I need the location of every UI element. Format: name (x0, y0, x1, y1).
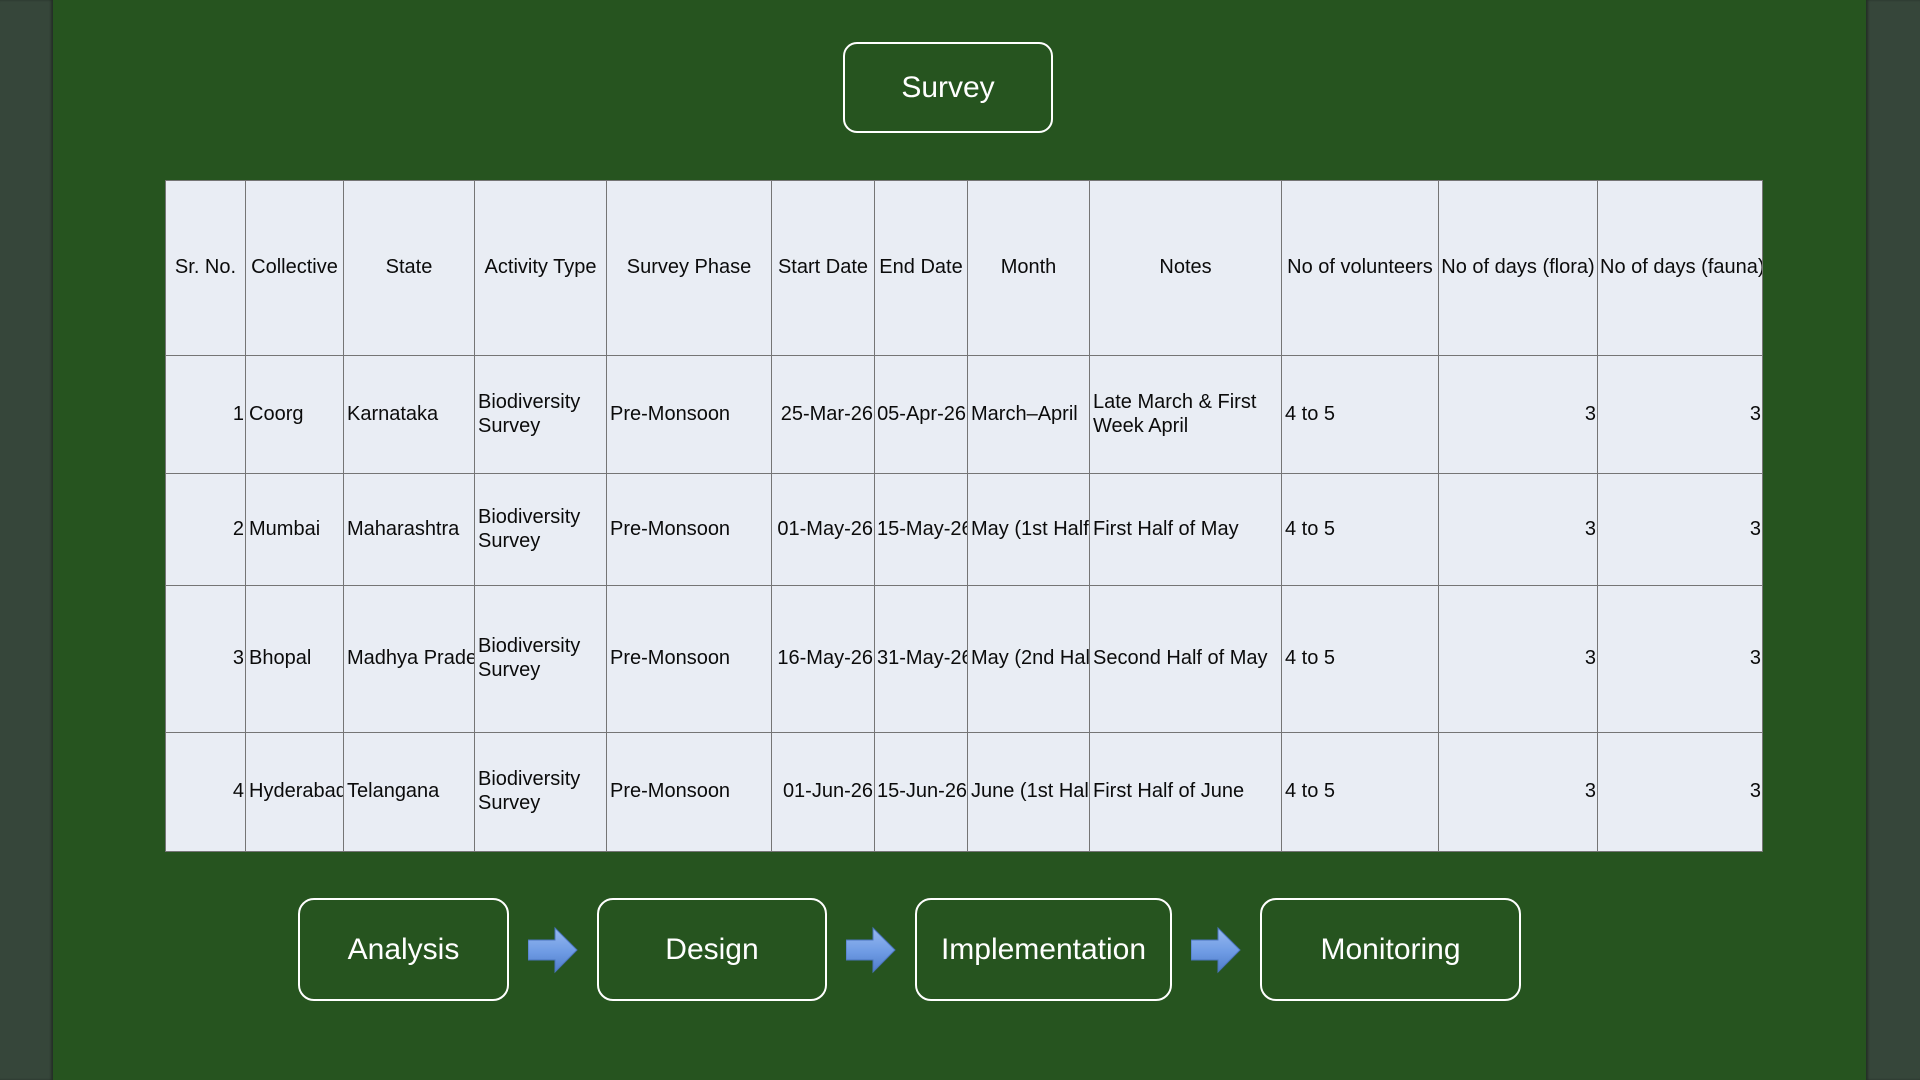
cell-start-date: 25-Mar-26 (771, 355, 875, 474)
cell-survey-phase: Pre-Monsoon (606, 355, 772, 474)
right-arrow-icon (528, 926, 578, 973)
cell-month: June (1st Half) (967, 732, 1090, 852)
column-header-days-flora: No of days (flora) (1438, 180, 1598, 356)
screen-edge-right (1866, 0, 1920, 1080)
cell-state: Telangana (343, 732, 475, 852)
flow-step-label: Monitoring (1320, 932, 1461, 966)
cell-activity-type: Biodiversity Survey (474, 585, 607, 733)
cell-survey-phase: Pre-Monsoon (606, 473, 772, 586)
cell-state: Madhya Pradesh (343, 585, 475, 733)
cell-end-date: 15-Jun-26 (874, 732, 968, 852)
flow-step-label: Implementation (940, 932, 1147, 966)
flow-step-monitoring: Monitoring (1260, 898, 1521, 1001)
cell-notes: Second Half of May (1089, 585, 1282, 733)
cell-days-flora: 3 (1438, 585, 1598, 733)
column-header-end-date: End Date (874, 180, 968, 356)
cell-state: Maharashtra (343, 473, 475, 586)
cell-days-fauna: 3 (1597, 732, 1763, 852)
cell-end-date: 15-May-26 (874, 473, 968, 586)
cell-month: March–April (967, 355, 1090, 474)
flow-step-label: Analysis (347, 932, 460, 966)
column-header-survey-phase: Survey Phase (606, 180, 772, 356)
cell-activity-type: Biodiversity Survey (474, 355, 607, 474)
cell-days-flora: 3 (1438, 355, 1598, 474)
cell-collective: Mumbai (245, 473, 344, 586)
table-row: 2 Mumbai Maharashtra Biodiversity Survey… (165, 473, 1763, 586)
cell-volunteers: 4 to 5 (1281, 732, 1439, 852)
column-header-start-date: Start Date (771, 180, 875, 356)
flow-step-analysis: Analysis (298, 898, 509, 1001)
screen-edge-left (0, 0, 53, 1080)
column-header-state: State (343, 180, 475, 356)
cell-volunteers: 4 to 5 (1281, 585, 1439, 733)
cell-survey-phase: Pre-Monsoon (606, 732, 772, 852)
survey-schedule-table: Sr. No. Collective State Activity Type S… (165, 180, 1763, 852)
flow-step-design: Design (597, 898, 827, 1001)
cell-end-date: 31-May-26 (874, 585, 968, 733)
column-header-activity-type: Activity Type (474, 180, 607, 356)
column-header-month: Month (967, 180, 1090, 356)
cell-volunteers: 4 to 5 (1281, 355, 1439, 474)
right-arrow-icon (1191, 926, 1241, 973)
cell-collective: Coorg (245, 355, 344, 474)
cell-days-fauna: 3 (1597, 473, 1763, 586)
survey-title-shape: Survey (843, 42, 1053, 133)
right-arrow-icon (846, 926, 896, 973)
cell-notes: First Half of May (1089, 473, 1282, 586)
slide-canvas[interactable]: Survey Sr. No. Collective State Activity… (53, 0, 1866, 1080)
cell-days-flora: 3 (1438, 732, 1598, 852)
column-header-sr-no: Sr. No. (165, 180, 246, 356)
cell-sr-no: 3 (165, 585, 246, 733)
cell-sr-no: 2 (165, 473, 246, 586)
column-header-days-fauna: No of days (fauna) (1597, 180, 1763, 356)
cell-notes: First Half of June (1089, 732, 1282, 852)
cell-days-fauna: 3 (1597, 585, 1763, 733)
cell-survey-phase: Pre-Monsoon (606, 585, 772, 733)
column-header-volunteers: No of volunteers (1281, 180, 1439, 356)
table-row: 1 Coorg Karnataka Biodiversity Survey Pr… (165, 355, 1763, 474)
cell-state: Karnataka (343, 355, 475, 474)
cell-activity-type: Biodiversity Survey (474, 473, 607, 586)
cell-month: May (2nd Half) (967, 585, 1090, 733)
cell-start-date: 01-Jun-26 (771, 732, 875, 852)
column-header-notes: Notes (1089, 180, 1282, 356)
cell-notes: Late March & First Week April (1089, 355, 1282, 474)
cell-activity-type: Biodiversity Survey (474, 732, 607, 852)
table-row: 4 Hyderabad Telangana Biodiversity Surve… (165, 732, 1763, 852)
cell-days-fauna: 3 (1597, 355, 1763, 474)
flow-step-label: Design (665, 932, 759, 966)
cell-sr-no: 1 (165, 355, 246, 474)
cell-start-date: 16-May-26 (771, 585, 875, 733)
cell-days-flora: 3 (1438, 473, 1598, 586)
table-header-row: Sr. No. Collective State Activity Type S… (165, 180, 1763, 356)
flow-step-implementation: Implementation (915, 898, 1172, 1001)
cell-end-date: 05-Apr-26 (874, 355, 968, 474)
cell-sr-no: 4 (165, 732, 246, 852)
cell-collective: Bhopal (245, 585, 344, 733)
cell-month: May (1st Half) (967, 473, 1090, 586)
column-header-collective: Collective (245, 180, 344, 356)
process-flow: Analysis Design Implementation Monitorin… (298, 898, 1521, 1001)
cell-start-date: 01-May-26 (771, 473, 875, 586)
survey-title-label: Survey (901, 70, 995, 104)
cell-volunteers: 4 to 5 (1281, 473, 1439, 586)
cell-collective: Hyderabad (245, 732, 344, 852)
table-row: 3 Bhopal Madhya Pradesh Biodiversity Sur… (165, 585, 1763, 733)
